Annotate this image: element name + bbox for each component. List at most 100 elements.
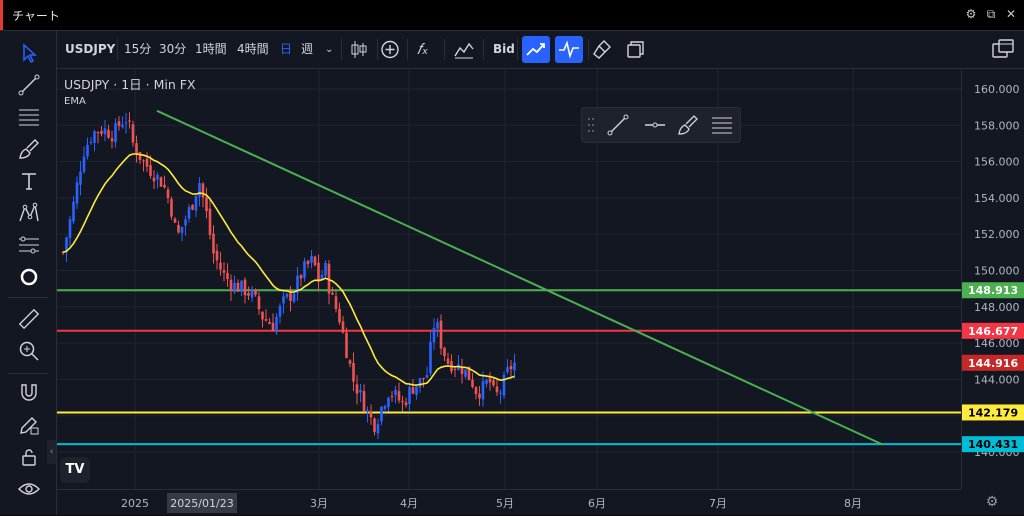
add-compare-icon[interactable] [376,36,404,63]
candle-body [429,341,432,374]
candle-body [180,226,184,233]
candle-body [149,165,152,176]
zoom-in-icon[interactable] [17,339,41,363]
interval-day[interactable]: 日 [280,42,293,56]
candle-body [268,322,271,324]
magnet-icon[interactable] [17,381,41,405]
candle-body [485,379,488,384]
candle-body [254,289,257,295]
candle-type-icon[interactable] [345,36,373,63]
price-chart[interactable] [57,69,961,489]
window-title: チャート [12,9,60,23]
symbol-search[interactable]: USDJPY [65,42,116,56]
toolbar-divider [517,39,518,60]
toolbar-divider [341,39,342,60]
candle-body [383,406,387,409]
toolbar-divider [407,39,408,60]
chevron-down-icon[interactable]: ⌄ [325,44,334,55]
candles [61,112,516,440]
candle-body [222,270,226,273]
text-tool-icon[interactable] [17,169,41,193]
prediction-tool-icon[interactable] [17,233,41,257]
price-tick-label: 146.000 [974,337,1020,350]
price-axis[interactable]: 160.000 158.000 156.000 154.000 152.000 150.0… [961,69,1024,489]
candle-body [152,177,156,182]
axis-settings-gear-icon[interactable]: ⚙ [985,494,999,510]
candle-body [240,280,243,292]
float-horizontal-ray-icon[interactable] [643,113,667,137]
price-tick-labels: 160.000 158.000 156.000 154.000 152.000 150.0… [974,83,1020,459]
float-brush-icon[interactable] [676,113,700,137]
price-tick-label: 160.000 [974,83,1020,96]
interval-4h[interactable]: 4時間 [237,42,269,56]
candle-body [79,171,82,185]
interval-15m[interactable]: 15分 [124,42,152,56]
layout-window-icon[interactable] [988,36,1018,63]
trend-toggle-icon[interactable] [522,36,550,63]
candle-body [121,124,124,128]
eye-icon[interactable] [17,477,41,501]
pattern-tool-icon[interactable] [17,201,41,225]
pencil-lock-icon[interactable] [17,413,41,437]
interval-week[interactable]: 週 [301,42,314,56]
candle-body [229,279,233,291]
collapse-toolbar-button[interactable]: ‹ [47,440,56,464]
pulse-toggle-icon[interactable] [555,36,583,63]
toolbar-divider [444,39,445,60]
settings-gear-icon[interactable]: ⚙ [965,7,977,21]
lock-icon[interactable] [17,445,41,469]
price-line-tag [962,436,1024,453]
drag-handle-icon[interactable] [586,116,596,134]
price-tick-label: 154.000 [974,192,1020,205]
candle-body [275,316,278,333]
candle-body [408,386,411,405]
circle-tool-icon[interactable] [17,265,41,289]
candle-body [509,366,513,370]
popout-icon[interactable]: ⧉ [986,7,996,21]
tradingview-logo[interactable]: TV [60,457,90,483]
float-fib-icon[interactable] [710,113,734,137]
candle-body [278,305,282,317]
bid-button[interactable]: Bid [493,42,515,56]
candle-body [61,252,65,254]
interval-30m[interactable]: 30分 [159,42,187,56]
window-titlebar: チャート ⚙ ⧉ ✕ [0,0,1024,31]
cursor-icon[interactable] [17,41,41,65]
copy-layout-icon[interactable] [621,36,649,63]
candle-body [471,379,474,388]
float-trendline-icon[interactable] [606,113,630,137]
candle-body [170,199,173,217]
fib-tool-icon[interactable] [17,105,41,129]
time-tick-label: 3月 [310,497,328,510]
close-icon[interactable]: ✕ [1005,7,1017,21]
indicators-fx-icon[interactable]: 𝑓ₓ [417,40,429,58]
interval-1h[interactable]: 1時間 [195,42,227,56]
candle-body [488,378,492,383]
legend-ema[interactable]: EMA [64,96,86,107]
candle-body [478,393,481,399]
time-tick-label: 4月 [400,497,418,510]
candle-body [425,375,429,378]
trendline-tool-icon[interactable] [17,73,41,97]
candle-body [65,237,68,253]
candle-body [156,174,159,180]
brush-tool-icon[interactable] [17,137,41,161]
toolbar-divider [8,373,48,374]
candle-body [324,262,327,276]
clean-brush-icon[interactable] [589,36,617,63]
ruler-icon[interactable] [17,307,41,331]
candle-body [394,389,397,396]
candle-body [443,347,446,357]
ema-line [62,153,515,386]
candle-body [261,311,264,320]
candle-body [177,225,180,233]
time-axis[interactable]: 2025 3月 4月 5月 6月 7月 8月 2025/01/23 [57,489,961,516]
candle-body [250,289,254,298]
time-tick-label: 6月 [588,497,606,510]
toolbar-divider [117,39,118,60]
candle-body [208,208,212,235]
templates-icon[interactable] [450,36,478,63]
candle-body [194,195,198,211]
candle-body [75,182,79,204]
trendline[interactable] [156,109,884,446]
